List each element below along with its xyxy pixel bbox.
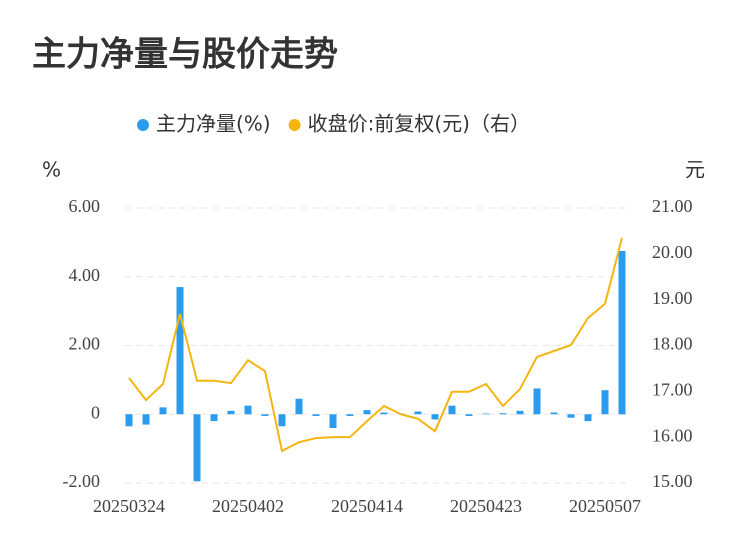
x-tick-label: 20250324 [93, 496, 165, 516]
x-tick-label: 20250423 [450, 496, 522, 516]
bar [125, 414, 133, 427]
y-tick-label: 0 [91, 402, 100, 422]
bar [618, 250, 626, 415]
bar [329, 414, 337, 428]
y2-tick-label: 21.00 [652, 196, 693, 216]
y2-axis-title: 元 [685, 158, 705, 182]
bar [193, 414, 201, 482]
bar [227, 410, 235, 415]
y-axis-title: % [42, 158, 61, 182]
bar [499, 413, 507, 415]
bar [567, 414, 575, 418]
legend-marker [137, 119, 149, 131]
bar [533, 388, 541, 415]
bar [601, 390, 609, 415]
y2-tick-label: 16.00 [652, 425, 693, 445]
bar [431, 414, 439, 420]
bar [261, 414, 269, 416]
bar [142, 414, 150, 425]
bar [244, 405, 252, 415]
legend-marker [288, 119, 301, 131]
y2-tick-label: 18.00 [652, 334, 693, 354]
x-tick-label: 20250414 [331, 496, 403, 516]
bar [414, 411, 422, 415]
bar [295, 398, 303, 415]
y-tick-label: -2.00 [63, 471, 101, 491]
y-tick-label: 6.00 [69, 196, 101, 216]
bar [278, 414, 286, 427]
legend-label: 主力净量(%) [156, 112, 271, 136]
bar [363, 410, 371, 415]
bar [482, 413, 490, 415]
y-tick-label: 2.00 [69, 334, 101, 354]
bar [584, 414, 592, 422]
x-tick-label: 20250507 [569, 496, 641, 516]
price-line [128, 237, 623, 453]
y-tick-label: 4.00 [69, 265, 101, 285]
bar [380, 412, 388, 415]
y2-tick-label: 20.00 [652, 242, 693, 262]
legend-label: 收盘价:前复权(元)（右） [308, 112, 530, 136]
bar [448, 405, 456, 415]
bar [516, 410, 524, 415]
y2-tick-label: 17.00 [652, 379, 693, 399]
bar [312, 414, 320, 416]
bar [465, 414, 473, 416]
bar [550, 412, 558, 415]
bar [176, 287, 184, 415]
bar [346, 414, 354, 416]
chart-title: 主力净量与股价走势 [32, 35, 338, 75]
bar [210, 414, 218, 422]
y2-tick-label: 15.00 [652, 471, 693, 491]
bar [159, 407, 167, 415]
x-tick-label: 20250402 [212, 496, 284, 516]
y2-tick-label: 19.00 [652, 288, 693, 308]
